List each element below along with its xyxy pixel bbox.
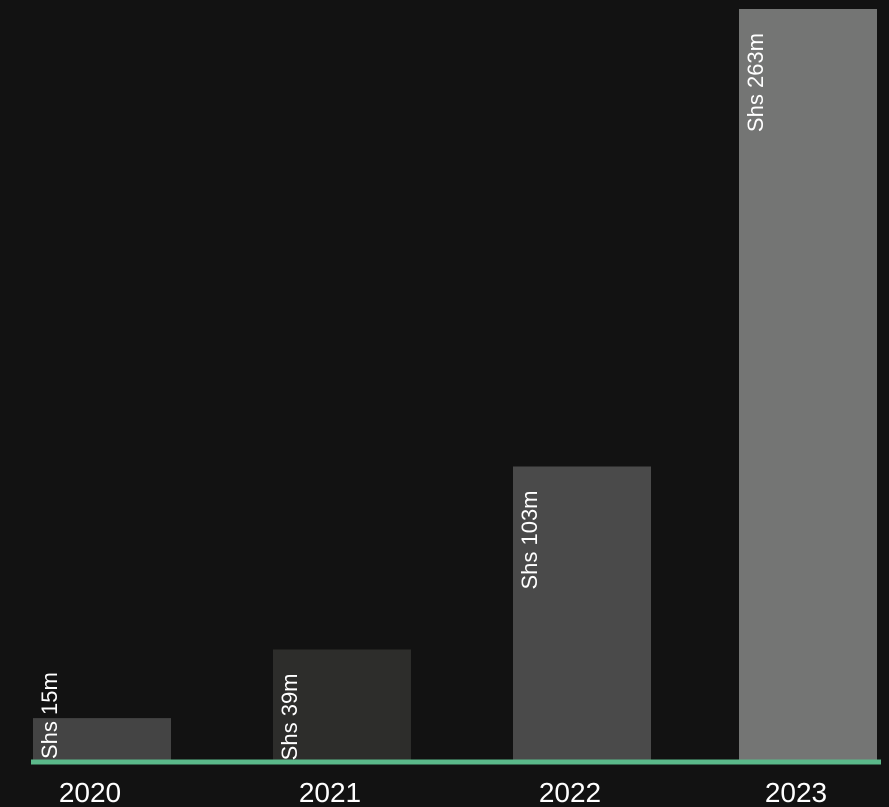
x-tick-label-2022: 2022 (539, 777, 601, 807)
x-tick-label-2020: 2020 (59, 777, 121, 807)
bar-2021 (273, 649, 411, 761)
bar-value-label-2022: Shs 103m (517, 490, 542, 589)
bar-2022 (513, 466, 651, 761)
bar-value-label-2023: Shs 263m (743, 33, 768, 132)
bar-value-label-2021: Shs 39m (277, 673, 302, 760)
bars-group (33, 9, 877, 761)
x-tick-label-2021: 2021 (299, 777, 361, 807)
bar-2023 (739, 9, 877, 761)
bar-value-label-2020: Shs 15m (37, 672, 62, 759)
x-tick-labels-group: 2020 2021 2022 2023 (59, 777, 827, 807)
bar-labels-group: Shs 15m Shs 39m Shs 103m Shs 263m (37, 33, 768, 760)
bar-2020 (33, 718, 171, 761)
x-tick-label-2023: 2023 (765, 777, 827, 807)
